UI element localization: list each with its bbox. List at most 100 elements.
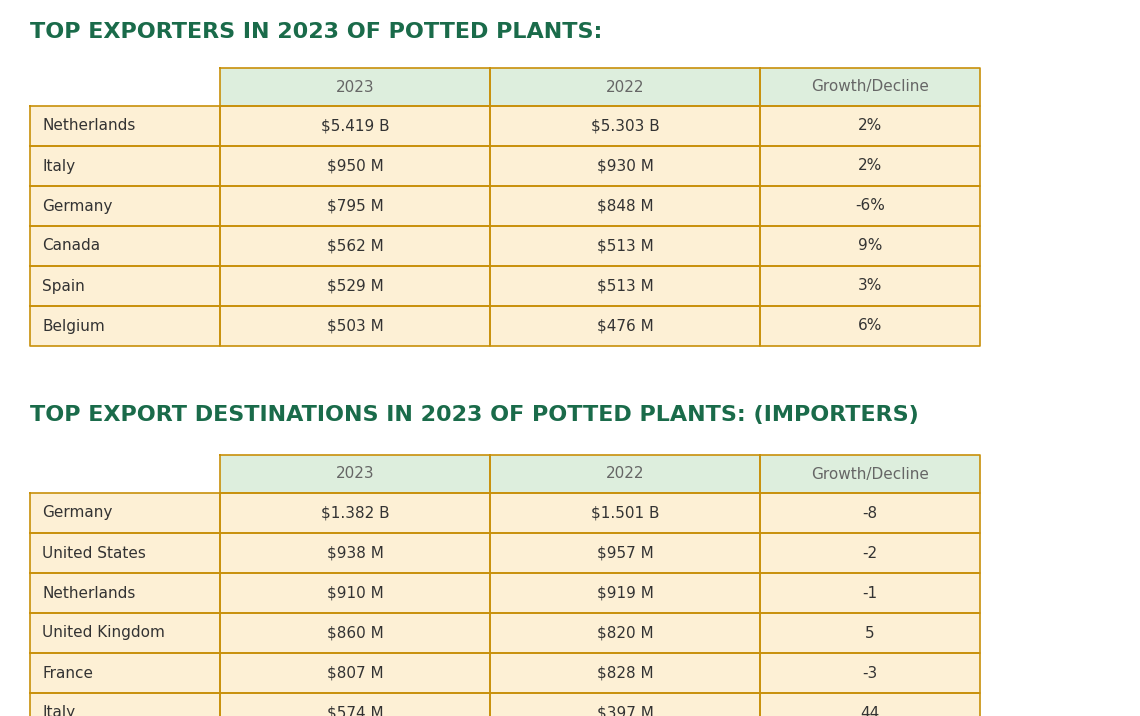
Bar [30,266,220,306]
Bar [30,653,220,693]
Text: 2%: 2% [858,158,882,173]
Bar [760,455,980,493]
Text: $950 M: $950 M [327,158,383,173]
Bar [30,533,220,573]
Bar [760,146,980,186]
Bar [760,493,980,533]
Bar [220,533,490,573]
Bar [30,493,220,533]
Text: Germany: Germany [42,505,113,521]
Text: $1.501 B: $1.501 B [591,505,659,521]
Bar [30,613,220,653]
Bar [760,226,980,266]
Bar [220,653,490,693]
Text: $5.303 B: $5.303 B [591,119,659,133]
Text: $476 M: $476 M [596,319,653,334]
Text: -1: -1 [863,586,878,601]
Text: -2: -2 [863,546,878,561]
Bar [490,146,760,186]
Text: Italy: Italy [42,705,75,716]
Text: $574 M: $574 M [327,705,383,716]
Bar [490,186,760,226]
Text: $957 M: $957 M [596,546,653,561]
Text: $5.419 B: $5.419 B [320,119,390,133]
Text: 5: 5 [865,626,874,641]
Bar [220,186,490,226]
Bar [760,306,980,346]
Bar [30,226,220,266]
Text: Belgium: Belgium [42,319,105,334]
Bar [490,226,760,266]
Bar [220,266,490,306]
Bar [490,533,760,573]
Text: -3: -3 [862,665,878,680]
Text: 2022: 2022 [605,79,644,95]
Bar [30,106,220,146]
Bar [490,613,760,653]
Bar [490,266,760,306]
Bar [220,573,490,613]
Text: $795 M: $795 M [327,198,383,213]
Text: Italy: Italy [42,158,75,173]
Bar [30,693,220,716]
Text: $828 M: $828 M [596,665,653,680]
Bar [760,533,980,573]
Bar [30,146,220,186]
Bar [760,653,980,693]
Text: 6%: 6% [857,319,882,334]
Bar [220,226,490,266]
Text: $562 M: $562 M [327,238,383,253]
Bar [490,693,760,716]
Bar [760,68,980,106]
Text: 3%: 3% [857,279,882,294]
Bar [220,493,490,533]
Text: TOP EXPORTERS IN 2023 OF POTTED PLANTS:: TOP EXPORTERS IN 2023 OF POTTED PLANTS: [30,22,602,42]
Bar [490,68,760,106]
Text: $513 M: $513 M [596,279,653,294]
Bar [760,693,980,716]
Text: $930 M: $930 M [596,158,653,173]
Text: United Kingdom: United Kingdom [42,626,165,641]
Text: $1.382 B: $1.382 B [320,505,390,521]
Text: -8: -8 [863,505,878,521]
Text: Germany: Germany [42,198,113,213]
Bar [220,693,490,716]
Bar [490,493,760,533]
Text: TOP EXPORT DESTINATIONS IN 2023 OF POTTED PLANTS: (IMPORTERS): TOP EXPORT DESTINATIONS IN 2023 OF POTTE… [30,405,919,425]
Text: $529 M: $529 M [327,279,383,294]
Text: 2%: 2% [858,119,882,133]
Bar [490,653,760,693]
Bar [30,186,220,226]
Text: $848 M: $848 M [596,198,653,213]
Text: -6%: -6% [855,198,885,213]
Text: Netherlands: Netherlands [42,586,136,601]
Bar [220,306,490,346]
Text: $503 M: $503 M [327,319,383,334]
Bar [760,186,980,226]
Bar [760,573,980,613]
Text: France: France [42,665,93,680]
Text: 2023: 2023 [335,79,374,95]
Text: $919 M: $919 M [596,586,653,601]
Bar [760,266,980,306]
Text: Canada: Canada [42,238,100,253]
Text: 44: 44 [861,705,880,716]
Bar [220,455,490,493]
Text: $397 M: $397 M [596,705,653,716]
Bar [760,106,980,146]
Bar [490,455,760,493]
Text: $820 M: $820 M [596,626,653,641]
Text: Netherlands: Netherlands [42,119,136,133]
Text: 2023: 2023 [335,467,374,481]
Text: 9%: 9% [857,238,882,253]
Bar [490,306,760,346]
Text: Spain: Spain [42,279,84,294]
Text: $860 M: $860 M [327,626,383,641]
Bar [220,146,490,186]
Bar [490,573,760,613]
Text: $938 M: $938 M [326,546,383,561]
Bar [220,106,490,146]
Text: Growth/Decline: Growth/Decline [811,467,929,481]
Text: $910 M: $910 M [327,586,383,601]
Bar [30,306,220,346]
